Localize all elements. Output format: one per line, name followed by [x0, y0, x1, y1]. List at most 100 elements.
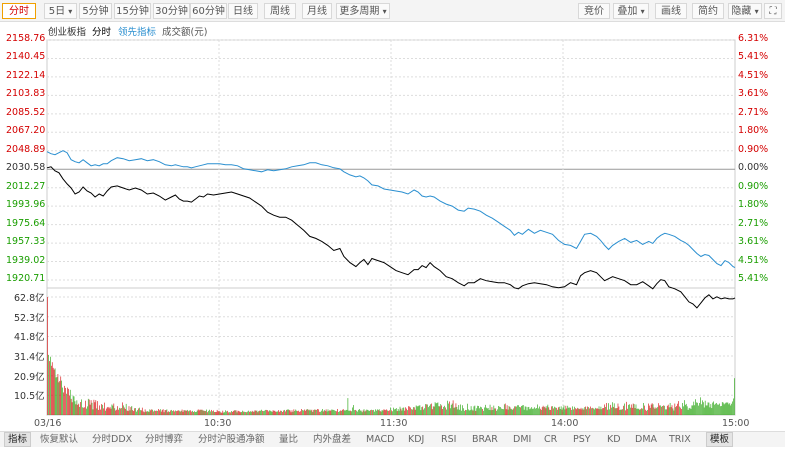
volume-bar — [524, 406, 526, 415]
tab-30min[interactable]: 30分钟 — [153, 3, 190, 19]
volume-bar — [370, 410, 371, 415]
tab-weekly[interactable]: 周线 — [264, 3, 296, 19]
indicator-tab-label[interactable]: 指标 — [4, 432, 32, 447]
expand-icon[interactable]: ⛶ — [764, 3, 782, 19]
volume-bar — [192, 410, 193, 415]
tab-intraday[interactable]: 分时 — [2, 3, 36, 19]
price-tick-label: 1957.33 — [6, 236, 46, 248]
volume-bar — [131, 405, 133, 415]
volume-bar — [390, 407, 391, 415]
volume-bar — [101, 404, 102, 415]
volume-bar — [530, 408, 532, 415]
indicator-kdj[interactable]: KDJ — [408, 434, 425, 445]
volume-bar — [430, 404, 431, 415]
tab-daily[interactable]: 日线 — [228, 3, 258, 19]
volume-bar — [586, 409, 588, 415]
tab-60min[interactable]: 60分钟 — [190, 3, 227, 19]
indicator-ddx[interactable]: 分时DDX — [92, 434, 133, 445]
volume-bar — [260, 410, 262, 415]
volume-bar — [487, 408, 489, 415]
volume-bar — [720, 406, 721, 415]
volume-bar — [68, 388, 69, 415]
volume-bar — [235, 410, 237, 415]
volume-bar — [543, 407, 545, 415]
tab-more-periods[interactable]: 更多周期 ▾ — [336, 3, 390, 19]
volume-bar — [702, 400, 703, 415]
volume-bar — [644, 405, 645, 415]
indicator-cr[interactable]: CR — [544, 434, 558, 445]
volume-bar — [126, 410, 128, 415]
volume-bar — [708, 402, 710, 415]
template-button[interactable]: 模板 — [706, 432, 734, 447]
volume-bar — [180, 410, 182, 415]
volume-bar — [256, 410, 258, 415]
volume-bar — [411, 409, 412, 415]
volume-bar — [563, 405, 565, 415]
volume-bar — [52, 367, 54, 415]
indicator-trix[interactable]: TRIX — [669, 434, 691, 445]
tab-15min[interactable]: 15分钟 — [114, 3, 151, 19]
volume-bar — [73, 396, 75, 415]
volume-bar — [358, 409, 359, 415]
indicator-dmi[interactable]: DMI — [513, 434, 532, 445]
percent-tick-label: 0.00% — [738, 162, 769, 174]
volume-bar — [616, 408, 618, 415]
indicator-brar[interactable]: BRAR — [472, 434, 498, 445]
draw-line-button[interactable]: 画线 — [655, 3, 687, 19]
simple-button[interactable]: 简约 — [692, 3, 724, 19]
volume-bar — [679, 406, 680, 415]
overlay-button[interactable]: 叠加 ▾ — [613, 3, 649, 19]
price-tick-label: 2048.89 — [6, 143, 46, 155]
volume-bar — [481, 407, 482, 415]
volume-bar — [490, 410, 492, 415]
volume-bar — [133, 411, 135, 415]
volume-bar — [632, 403, 634, 415]
x-tick-label: 14:00 — [551, 418, 579, 429]
indicator-macd[interactable]: MACD — [366, 434, 395, 445]
volume-bar — [726, 402, 728, 415]
indicator-game[interactable]: 分时博弈 — [145, 434, 184, 445]
indicator-volume-ratio[interactable]: 量比 — [279, 434, 299, 445]
indicator-psy[interactable]: PSY — [573, 434, 591, 445]
volume-bar — [212, 411, 213, 415]
volume-bar — [300, 411, 301, 415]
tab-5day[interactable]: 5日 ▾ — [44, 3, 77, 19]
volume-bar — [582, 408, 584, 415]
volume-bar — [601, 409, 603, 415]
volume-bar — [484, 407, 485, 415]
volume-bar — [174, 411, 175, 415]
indicator-kd[interactable]: KD — [607, 434, 621, 445]
indicator-dma[interactable]: DMA — [635, 434, 658, 445]
volume-bar — [322, 411, 324, 415]
volume-bar — [291, 410, 293, 415]
volume-bar — [637, 408, 639, 415]
volume-bar — [509, 406, 511, 415]
volume-bar — [639, 409, 641, 415]
volume-bar — [66, 393, 67, 415]
indicator-northbound[interactable]: 分时沪股通净额 — [198, 434, 265, 445]
volume-bar — [626, 401, 627, 415]
volume-bar — [506, 405, 508, 415]
volume-bar — [503, 409, 504, 415]
tab-5min[interactable]: 5分钟 — [79, 3, 112, 19]
volume-bar — [365, 410, 367, 415]
x-tick-label: 10:30 — [204, 418, 232, 429]
volume-bar — [457, 409, 459, 415]
indicator-inner-outer[interactable]: 内外盘差 — [313, 434, 352, 445]
volume-bar — [661, 406, 662, 415]
hide-button[interactable]: 隐藏 ▾ — [728, 3, 762, 19]
volume-bar — [248, 410, 249, 415]
volume-bar — [129, 410, 131, 415]
volume-bar — [422, 406, 424, 415]
tab-monthly[interactable]: 月线 — [302, 3, 332, 19]
volume-bar — [595, 408, 597, 415]
volume-bar — [727, 402, 729, 415]
volume-bar — [358, 408, 360, 415]
restore-default-button[interactable]: 恢复默认 — [40, 434, 79, 445]
volume-bar — [224, 412, 226, 415]
auction-button[interactable]: 竞价 — [578, 3, 610, 19]
volume-bar — [339, 411, 340, 415]
indicator-rsi[interactable]: RSI — [441, 434, 457, 445]
volume-bar — [364, 411, 366, 415]
volume-bar — [682, 402, 683, 415]
